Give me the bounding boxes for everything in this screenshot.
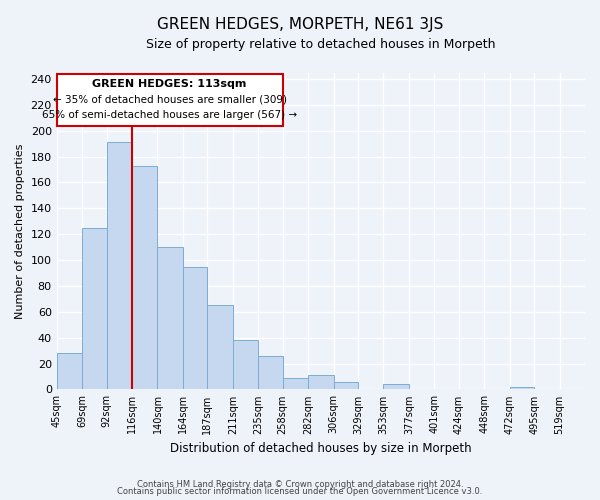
Y-axis label: Number of detached properties: Number of detached properties (15, 144, 25, 318)
Text: Contains public sector information licensed under the Open Government Licence v3: Contains public sector information licen… (118, 487, 482, 496)
Text: Contains HM Land Registry data © Crown copyright and database right 2024.: Contains HM Land Registry data © Crown c… (137, 480, 463, 489)
Bar (208, 306, 233, 390)
Text: GREEN HEDGES: 113sqm: GREEN HEDGES: 113sqm (92, 79, 247, 89)
Bar (258, 356, 283, 390)
Bar (107, 142, 132, 390)
Bar (183, 266, 208, 390)
Bar (283, 378, 308, 390)
Bar (56, 353, 82, 390)
Bar (157, 247, 183, 390)
FancyBboxPatch shape (56, 74, 283, 126)
Bar (132, 166, 157, 390)
Text: 65% of semi-detached houses are larger (567) →: 65% of semi-detached houses are larger (… (42, 110, 297, 120)
Bar (308, 375, 334, 390)
Bar (334, 382, 358, 390)
Bar (233, 340, 258, 390)
Text: ← 35% of detached houses are smaller (309): ← 35% of detached houses are smaller (30… (53, 94, 287, 104)
Title: Size of property relative to detached houses in Morpeth: Size of property relative to detached ho… (146, 38, 496, 51)
X-axis label: Distribution of detached houses by size in Morpeth: Distribution of detached houses by size … (170, 442, 472, 455)
Bar (383, 384, 409, 390)
Text: GREEN HEDGES, MORPETH, NE61 3JS: GREEN HEDGES, MORPETH, NE61 3JS (157, 18, 443, 32)
Bar (509, 387, 534, 390)
Bar (82, 228, 107, 390)
